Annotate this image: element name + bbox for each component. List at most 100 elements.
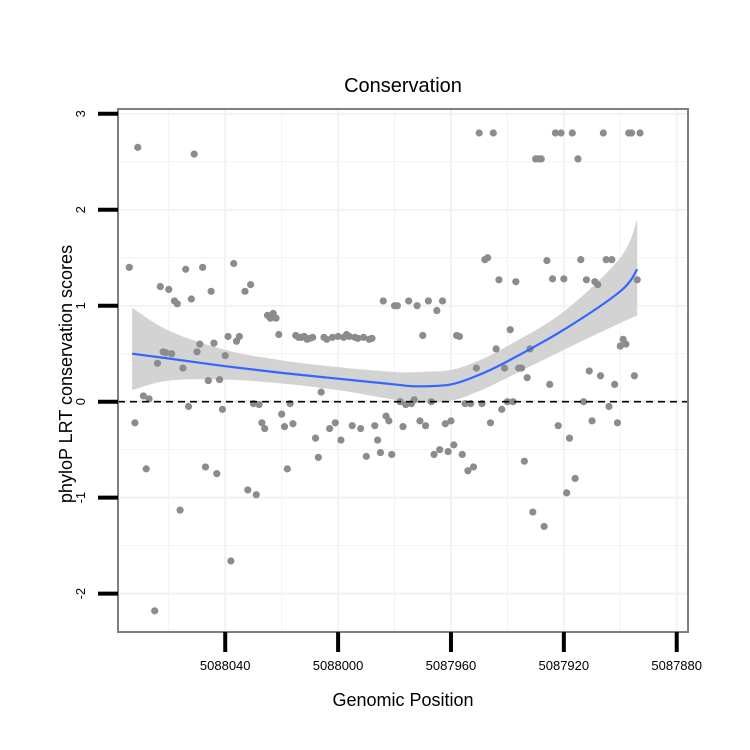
data-point xyxy=(247,281,255,289)
data-point xyxy=(190,150,198,158)
data-point xyxy=(230,259,238,268)
data-point xyxy=(472,364,480,372)
data-point xyxy=(272,314,280,322)
data-point xyxy=(537,155,545,163)
x-axis-tick-label: 5087920 xyxy=(539,658,590,673)
data-point xyxy=(554,422,562,430)
data-point xyxy=(551,129,559,137)
x-axis: 5088040 5088000 5087960 5087920 5087880 xyxy=(200,632,702,673)
data-point xyxy=(385,417,393,425)
data-point xyxy=(636,129,644,137)
data-point xyxy=(517,364,526,372)
data-point xyxy=(596,372,605,380)
data-point xyxy=(520,457,528,465)
data-point xyxy=(455,332,464,341)
x-axis-tick-label: 5088040 xyxy=(200,658,251,673)
smooth-line-layer xyxy=(131,268,639,388)
data-point xyxy=(548,275,557,283)
y-axis-label: phyloP LRT conservation scores xyxy=(56,245,76,503)
data-point xyxy=(574,155,582,163)
data-point xyxy=(359,333,368,341)
data-point xyxy=(187,295,195,303)
data-point xyxy=(162,349,170,357)
data-point xyxy=(275,330,283,339)
data-point xyxy=(469,463,478,471)
data-point xyxy=(348,422,356,430)
data-point xyxy=(326,424,334,433)
data-point xyxy=(444,447,452,456)
data-point xyxy=(156,282,164,291)
data-point xyxy=(354,334,362,342)
data-point xyxy=(608,256,616,264)
data-point xyxy=(221,352,229,360)
points-layer xyxy=(125,129,644,615)
data-point xyxy=(317,388,325,396)
data-point xyxy=(207,287,215,295)
data-point xyxy=(498,405,506,413)
data-point xyxy=(193,348,201,356)
data-point xyxy=(563,489,571,497)
data-point xyxy=(599,129,607,137)
data-point xyxy=(438,297,447,305)
data-point xyxy=(557,129,565,137)
data-point xyxy=(500,364,509,372)
data-point xyxy=(258,419,266,427)
data-point xyxy=(602,256,610,264)
data-point xyxy=(416,417,424,425)
y-axis: -2 -1 0 1 2 3 xyxy=(73,110,118,599)
x-axis-tick-label: 5087960 xyxy=(426,658,477,673)
data-point xyxy=(213,470,221,478)
data-point xyxy=(421,422,430,430)
data-point xyxy=(622,340,630,348)
data-point xyxy=(182,265,190,273)
data-point xyxy=(218,405,227,413)
confidence-ribbon-layer xyxy=(132,219,638,403)
data-point xyxy=(585,367,593,375)
data-point xyxy=(142,465,150,473)
data-point xyxy=(633,276,641,284)
data-point xyxy=(424,297,432,305)
data-point xyxy=(278,410,286,418)
data-point xyxy=(611,380,619,389)
data-point xyxy=(179,364,187,372)
data-point xyxy=(328,333,337,341)
y-axis-tick-label: 3 xyxy=(73,110,88,117)
data-point xyxy=(529,508,537,516)
data-point xyxy=(280,423,289,431)
data-point xyxy=(371,422,379,430)
data-point xyxy=(523,374,531,382)
data-point xyxy=(173,300,181,308)
data-point xyxy=(145,395,153,403)
data-point xyxy=(430,450,438,459)
data-point xyxy=(560,275,568,283)
data-point xyxy=(204,376,212,385)
data-point xyxy=(579,398,588,406)
data-point xyxy=(568,129,576,137)
data-point xyxy=(376,448,385,457)
data-point xyxy=(227,557,235,565)
data-point xyxy=(546,380,554,389)
data-point xyxy=(283,465,291,473)
data-point xyxy=(489,129,497,137)
data-point xyxy=(399,423,407,431)
data-point xyxy=(334,332,342,341)
y-axis-tick-label: 1 xyxy=(73,302,88,309)
x-axis-label: Genomic Position xyxy=(332,690,473,710)
data-point xyxy=(337,436,345,444)
data-point xyxy=(565,434,574,442)
data-point xyxy=(176,506,184,514)
data-point xyxy=(447,417,455,425)
data-point xyxy=(484,254,492,262)
data-point xyxy=(134,143,142,151)
data-point xyxy=(492,345,500,353)
data-point xyxy=(199,263,207,271)
y-axis-tick-label: 0 xyxy=(73,398,88,405)
data-point xyxy=(450,441,458,449)
data-point xyxy=(139,392,147,400)
data-point xyxy=(184,402,193,411)
data-point xyxy=(419,331,427,340)
smooth-line xyxy=(131,268,639,388)
y-axis-tick-label: -2 xyxy=(73,588,88,600)
data-point xyxy=(495,276,503,284)
